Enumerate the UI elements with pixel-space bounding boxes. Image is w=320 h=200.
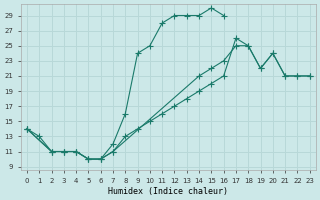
X-axis label: Humidex (Indice chaleur): Humidex (Indice chaleur) [108,187,228,196]
